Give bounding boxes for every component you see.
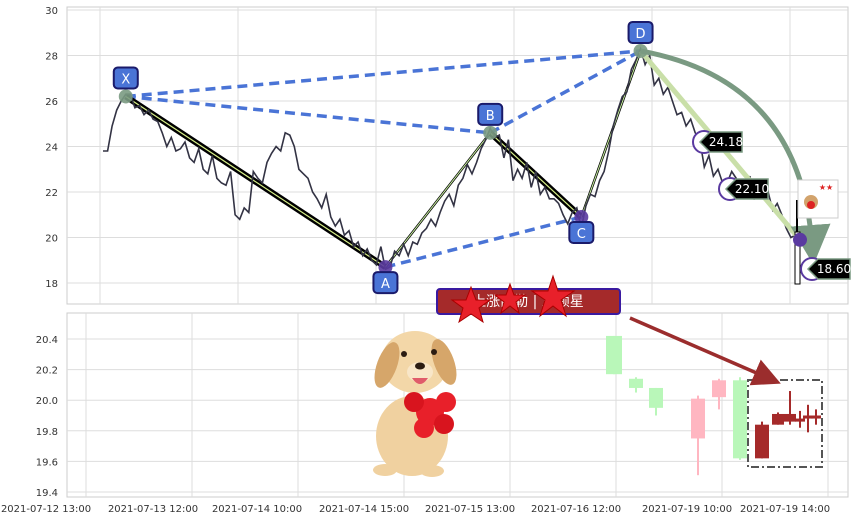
candle-body (691, 398, 705, 439)
price-y-ticks: 18 20 22 24 26 28 30 (45, 6, 58, 290)
price-y-tick: 20 (45, 234, 58, 245)
annotation-arrow (629, 316, 781, 386)
sticker-stars: ★★ (819, 183, 833, 192)
pattern-bold-leg-highlight (125, 95, 386, 268)
candle-body (712, 380, 726, 398)
price-tag-label: 22.10 (735, 182, 769, 196)
price-target-tags: 24.18 22.10 18.60 (692, 130, 851, 281)
x-tick-label: 2021-07-19 14:00 (740, 504, 830, 515)
pattern-label-box (568, 221, 595, 245)
zoom-y-tick: 19.4 (36, 488, 58, 499)
zoom-y-tick: 20.2 (36, 366, 58, 377)
pattern-point-labels: X A B C D (112, 20, 807, 295)
star-icon (493, 282, 527, 315)
x-tick-label: 2021-07-19 10:00 (642, 504, 732, 515)
pattern-point-marker (378, 260, 393, 275)
candle-body (649, 387, 663, 408)
projection-bar (794, 231, 801, 285)
pattern-point-marker (633, 43, 648, 58)
price-tag-label: 18.60 (817, 262, 851, 276)
pattern-point-marker (574, 210, 589, 225)
x-tick-label: 2021-07-16 12:00 (531, 504, 621, 515)
pattern-dashed-leg (489, 49, 642, 135)
pattern-label-box (372, 271, 399, 295)
price-y-tick: 30 (45, 6, 58, 17)
candle-body (606, 335, 622, 375)
candle-body (733, 380, 747, 459)
pattern-label: D (636, 27, 646, 42)
zoom-panel-frame (66, 312, 849, 498)
pattern-thin-leg-highlight (580, 50, 642, 218)
pattern-label: B (486, 109, 495, 124)
zoom-y-tick: 19.8 (36, 427, 58, 438)
price-y-tick: 22 (45, 188, 58, 199)
price-grid (67, 7, 848, 304)
x-tick-label: 2021-07-15 13:00 (425, 504, 515, 515)
puppy-illustration (373, 331, 457, 477)
pattern-dashed-leg (125, 49, 641, 99)
price-line (103, 46, 801, 271)
price-y-tick: 24 (45, 143, 58, 154)
zoom-grid (67, 313, 848, 497)
candle-body (629, 378, 643, 388)
zoom-y-ticks: 19.4 19.6 19.8 20.0 20.2 20.4 (36, 335, 58, 499)
pattern-point-marker (118, 89, 133, 104)
zoom-highlight-box (747, 379, 823, 468)
pattern-point-marker (483, 125, 498, 140)
pattern-label: A (381, 277, 390, 292)
price-tag-label: 24.18 (709, 135, 743, 149)
pattern-label: X (121, 72, 130, 87)
star-icon (450, 285, 492, 324)
candle-body (811, 415, 821, 419)
star-sticker: ★★ (797, 179, 839, 219)
candle-body (784, 413, 796, 422)
pattern-end-marker (793, 232, 807, 247)
x-tick-label: 2021-07-13 12:00 (108, 504, 198, 515)
pattern-dashed-leg (385, 215, 582, 269)
candle-body (803, 415, 813, 419)
price-y-tick: 28 (45, 52, 58, 63)
zoom-y-tick: 20.4 (36, 335, 58, 346)
price-y-tick: 26 (45, 97, 58, 108)
candlesticks (606, 335, 821, 476)
price-tag-box (698, 131, 743, 153)
zoom-y-tick: 19.6 (36, 457, 58, 468)
annotation-banner: 上涨西勒 | 三颗星 (436, 274, 621, 324)
candle-body (795, 418, 805, 422)
candle-body (755, 424, 769, 459)
x-tick-label: 2021-07-14 15:00 (319, 504, 409, 515)
price-tag-box (806, 258, 851, 280)
candle-body (772, 413, 784, 425)
x-tick-labels: 2021-07-12 13:00 2021-07-13 12:00 2021-07-… (1, 504, 830, 515)
pattern-dashed-leg (125, 94, 491, 135)
pattern-label-box (627, 20, 654, 44)
zoom-y-tick: 20.0 (36, 396, 58, 407)
price-y-tick: 18 (45, 279, 58, 290)
pattern-label: C (577, 227, 586, 242)
pattern-label-box (477, 102, 504, 126)
pattern-label-box (112, 66, 139, 90)
x-tick-label: 2021-07-12 13:00 (1, 504, 91, 515)
star-icon (530, 274, 576, 318)
price-tag-box (724, 178, 769, 200)
x-tick-label: 2021-07-14 10:00 (212, 504, 302, 515)
